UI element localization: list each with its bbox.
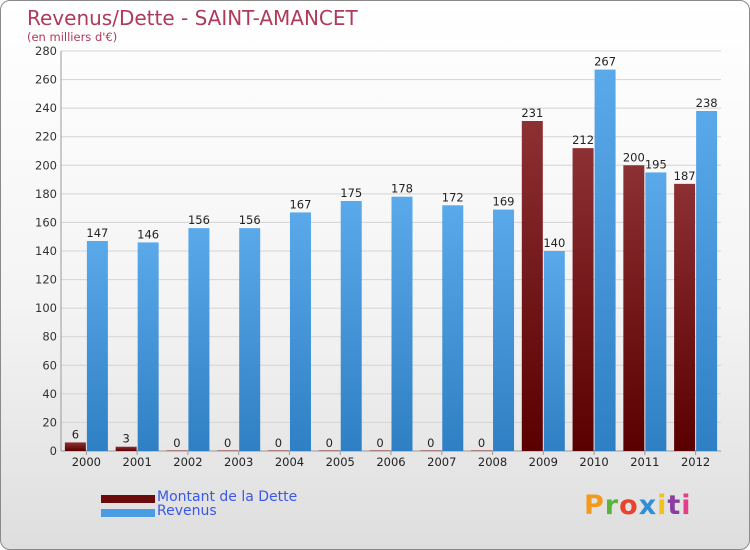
logo-letter: x (638, 490, 658, 521)
bar-revenue (543, 251, 565, 451)
bar-debt (267, 450, 289, 451)
x-tick-label: 2003 (224, 455, 253, 469)
data-label-revenue: 267 (594, 55, 616, 69)
data-label-debt: 6 (72, 427, 79, 441)
y-tick-label: 0 (50, 444, 57, 458)
logo-letter: i (681, 490, 692, 521)
x-tick-label: 2004 (275, 455, 304, 469)
bar-revenue (493, 209, 515, 451)
chart-subtitle: (en milliers d'€) (27, 30, 118, 44)
bar-revenue (239, 228, 261, 451)
bar-revenue (645, 172, 667, 451)
bar-revenue (442, 205, 464, 451)
bar-revenue (696, 111, 718, 451)
bar-debt (64, 442, 86, 451)
bar-revenue (594, 69, 616, 452)
data-label-revenue: 156 (239, 213, 261, 227)
y-tick-label: 160 (35, 215, 57, 229)
bar-debt (623, 165, 645, 452)
logo-letter: P (584, 490, 605, 521)
x-tick-label: 2010 (579, 455, 608, 469)
legend-swatch-revenue (101, 509, 155, 517)
bar-debt (166, 450, 188, 451)
data-label-revenue: 140 (543, 236, 565, 250)
x-tick-label: 2011 (630, 455, 659, 469)
logo-letter: o (619, 490, 639, 521)
y-tick-label: 20 (42, 415, 57, 429)
chart-title: Revenus/Dette - SAINT-AMANCET (27, 6, 358, 30)
y-tick-label: 180 (35, 187, 57, 201)
data-label-revenue: 156 (188, 213, 210, 227)
data-label-debt: 0 (275, 436, 282, 450)
logo-letter: t (667, 490, 682, 521)
legend-label-debt: Montant de la Dette (157, 489, 298, 505)
bar-debt (420, 450, 442, 451)
data-label-debt: 0 (427, 436, 434, 450)
data-label-debt: 231 (521, 106, 543, 120)
data-label-revenue: 195 (645, 157, 667, 171)
y-tick-label: 140 (35, 244, 57, 258)
y-tick-label: 40 (42, 387, 57, 401)
logo-letter: r (604, 490, 620, 521)
data-label-debt: 0 (478, 436, 485, 450)
x-tick-label: 2008 (478, 455, 507, 469)
bar-debt (572, 148, 594, 451)
x-tick-label: 2000 (72, 455, 101, 469)
x-tick-label: 2007 (427, 455, 456, 469)
legend-label-revenue: Revenus (157, 503, 217, 519)
bar-revenue (86, 241, 108, 451)
bar-debt (471, 450, 493, 451)
bar-revenue (391, 196, 413, 451)
y-tick-label: 280 (35, 44, 57, 58)
y-tick-label: 220 (35, 130, 57, 144)
logo-letter: i (657, 490, 668, 521)
bar-debt (521, 121, 543, 451)
x-tick-label: 2009 (529, 455, 558, 469)
data-label-debt: 0 (224, 436, 231, 450)
x-tick-label: 2006 (376, 455, 405, 469)
y-tick-label: 200 (35, 158, 57, 172)
x-tick-label: 2005 (326, 455, 355, 469)
data-label-debt: 0 (173, 436, 180, 450)
y-tick-label: 120 (35, 273, 57, 287)
bar-debt (115, 446, 137, 451)
data-label-debt: 200 (623, 150, 645, 164)
data-label-debt: 3 (122, 432, 129, 446)
x-tick-label: 2012 (681, 455, 710, 469)
y-tick-label: 260 (35, 73, 57, 87)
data-label-debt: 187 (674, 169, 696, 183)
y-tick-label: 240 (35, 101, 57, 115)
data-label-debt: 212 (572, 133, 594, 147)
x-tick-label: 2002 (173, 455, 202, 469)
data-label-debt: 0 (376, 436, 383, 450)
x-tick-label: 2001 (123, 455, 152, 469)
bar-debt (217, 450, 239, 451)
data-label-revenue: 169 (493, 195, 515, 209)
bar-revenue (188, 228, 210, 451)
proxiti-logo: Proxiti (584, 490, 692, 521)
bar-revenue (340, 201, 362, 451)
y-tick-label: 100 (35, 301, 57, 315)
bar-revenue (137, 242, 159, 451)
data-label-revenue: 172 (442, 190, 464, 204)
data-label-debt: 0 (326, 436, 333, 450)
legend-swatch-debt (101, 495, 155, 503)
data-label-revenue: 238 (696, 96, 718, 110)
bar-debt (318, 450, 340, 451)
data-label-revenue: 146 (137, 227, 159, 241)
bar-debt (674, 183, 696, 451)
data-label-revenue: 178 (391, 182, 413, 196)
data-label-revenue: 175 (340, 186, 362, 200)
y-tick-label: 60 (42, 358, 57, 372)
data-label-revenue: 147 (86, 226, 108, 240)
data-label-revenue: 167 (289, 197, 311, 211)
bar-debt (369, 450, 391, 451)
y-tick-label: 80 (42, 330, 57, 344)
bar-revenue (289, 212, 311, 451)
